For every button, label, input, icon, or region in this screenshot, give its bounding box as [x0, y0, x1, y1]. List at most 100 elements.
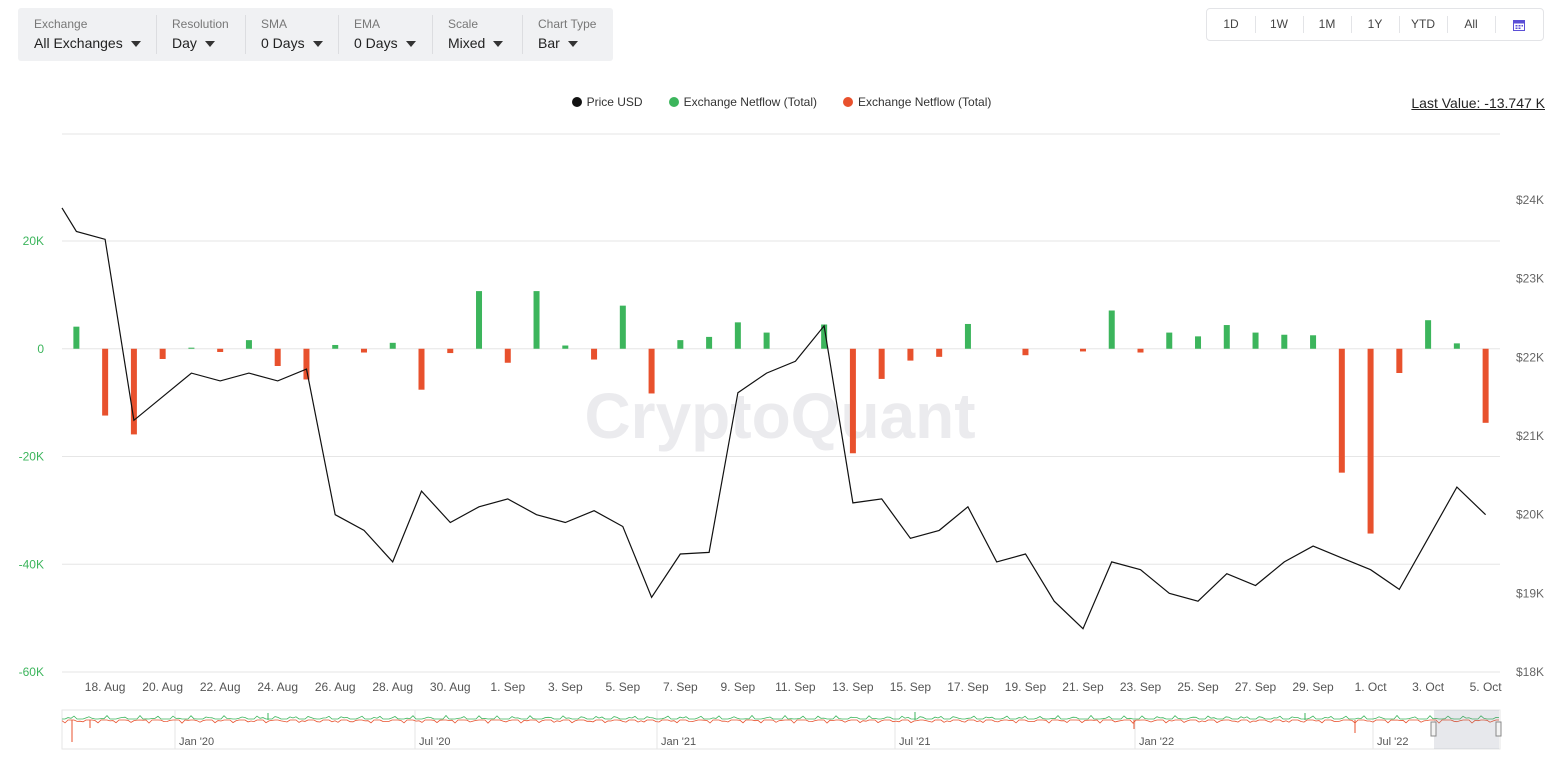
x-tick-label: 7. Sep	[663, 680, 698, 694]
netflow-bar	[1482, 348, 1489, 423]
legend-item-outflow[interactable]: Exchange Netflow (Total)	[843, 95, 991, 109]
netflow-bar	[648, 348, 655, 394]
netflow-bar	[706, 336, 713, 349]
range-1y-button[interactable]: 1Y	[1351, 8, 1399, 41]
x-tick-label: 23. Sep	[1120, 680, 1162, 694]
netflow-bar	[1137, 348, 1144, 353]
scale-select[interactable]: Scale Mixed	[432, 8, 522, 61]
y-right-tick-label: $22K	[1516, 350, 1544, 364]
last-value[interactable]: Last Value: -13.747 K	[1411, 95, 1545, 111]
x-tick-label: 11. Sep	[775, 680, 816, 694]
x-tick-label: 1. Oct	[1355, 680, 1388, 694]
netflow-bar	[504, 348, 511, 363]
netflow-bar	[849, 348, 856, 454]
y-right-tick-label: $20K	[1516, 508, 1544, 522]
x-tick-label: 17. Sep	[947, 680, 989, 694]
netflow-bar	[1338, 348, 1345, 473]
netflow-bar	[907, 348, 914, 361]
y-right-tick-label: $21K	[1516, 429, 1544, 443]
chart-type-label: Chart Type	[538, 17, 597, 31]
netflow-bar	[821, 324, 828, 349]
chart-legend: Price USD Exchange Netflow (Total) Excha…	[0, 95, 1563, 109]
netflow-bar	[619, 305, 626, 349]
watermark: CryptoQuant	[584, 380, 975, 452]
price-line	[61, 207, 1487, 630]
y-axis-left: 20K 0 -20K -40K -60K	[19, 234, 45, 679]
legend-item-inflow[interactable]: Exchange Netflow (Total)	[668, 95, 817, 109]
calendar-button[interactable]	[1495, 8, 1543, 41]
navigator-label: Jul '21	[899, 736, 930, 748]
netflow-bar	[217, 348, 224, 352]
chevron-down-icon	[130, 41, 141, 48]
legend-label: Exchange Netflow (Total)	[858, 95, 992, 109]
netflow-bar	[447, 348, 454, 354]
y-left-tick-label: -40K	[19, 557, 44, 571]
netflow-bar	[303, 348, 310, 380]
x-tick-label: 3. Oct	[1412, 680, 1445, 694]
netflow-bar	[1367, 348, 1374, 534]
scale-value: Mixed	[448, 35, 486, 51]
netflow-bar	[159, 348, 166, 359]
netflow-bar	[1108, 310, 1115, 349]
resolution-label: Resolution	[172, 17, 229, 31]
netflow-bar	[389, 342, 396, 349]
x-tick-label: 30. Aug	[430, 680, 471, 694]
exchange-select[interactable]: Exchange All Exchanges	[18, 8, 156, 61]
x-tick-label: 29. Sep	[1292, 680, 1334, 694]
netflow-bar	[1166, 332, 1173, 349]
x-tick-label: 9. Sep	[721, 680, 756, 694]
netflow-bar	[188, 347, 195, 349]
range-1m-button[interactable]: 1M	[1303, 8, 1351, 41]
legend-item-price[interactable]: Price USD	[571, 95, 643, 109]
netflow-bar	[1396, 348, 1403, 373]
navigator-handle-left	[1430, 721, 1437, 737]
sma-value: 0 Days	[261, 35, 305, 51]
navigator[interactable]: Jan '20 Jul '20 Jan '21 Jul '21 Jan '22 Jul '…	[61, 709, 1502, 750]
netflow-bar	[1453, 343, 1460, 349]
netflow-bar	[677, 340, 684, 349]
navigator-label: Jan '20	[179, 736, 214, 748]
netflow-bar	[1079, 348, 1086, 352]
scale-label: Scale	[448, 17, 479, 31]
ema-select[interactable]: EMA 0 Days	[338, 8, 432, 61]
netflow-bar	[73, 326, 80, 349]
netflow-bar	[1425, 320, 1432, 349]
chevron-down-icon	[204, 41, 215, 48]
calendar-icon	[1513, 19, 1525, 31]
gridlines	[62, 133, 1500, 673]
netflow-bar	[1223, 325, 1230, 349]
legend-label: Exchange Netflow (Total)	[683, 95, 817, 109]
range-1w-button[interactable]: 1W	[1255, 8, 1303, 41]
ema-label: EMA	[354, 17, 381, 31]
y-left-tick-label: 0	[37, 342, 44, 356]
navigator-label: Jul '20	[419, 736, 450, 748]
navigator-inflow-line	[62, 714, 1500, 720]
y-right-tick-label: $18K	[1516, 665, 1544, 679]
netflow-bar	[533, 291, 540, 349]
x-tick-label: 26. Aug	[315, 680, 356, 694]
resolution-select[interactable]: Resolution Day	[156, 8, 245, 61]
netflow-bar	[360, 348, 367, 353]
sma-select[interactable]: SMA 0 Days	[245, 8, 338, 61]
range-1d-button[interactable]: 1D	[1223, 17, 1239, 31]
x-tick-label: 28. Aug	[372, 680, 413, 694]
legend-dot-price	[571, 97, 582, 107]
chart-type-select[interactable]: Chart Type Bar	[522, 8, 613, 61]
exchange-value: All Exchanges	[34, 35, 123, 51]
x-tick-label: 1. Sep	[490, 680, 525, 694]
chevron-down-icon	[312, 41, 323, 48]
range-all-button[interactable]: All	[1447, 8, 1495, 41]
y-right-tick-label: $24K	[1516, 193, 1544, 207]
netflow-bar	[476, 291, 483, 349]
sma-label: SMA	[261, 17, 288, 31]
netflow-bar	[964, 323, 971, 349]
netflow-bar	[130, 348, 137, 435]
netflow-bar	[1252, 332, 1259, 349]
navigator-outflow-line	[61, 719, 1499, 724]
netflow-bar	[274, 348, 281, 366]
range-ytd-button[interactable]: YTD	[1399, 8, 1447, 41]
netflow-bar	[1022, 348, 1029, 356]
price-series-line	[61, 207, 1487, 630]
legend-dot-inflow	[668, 97, 679, 107]
